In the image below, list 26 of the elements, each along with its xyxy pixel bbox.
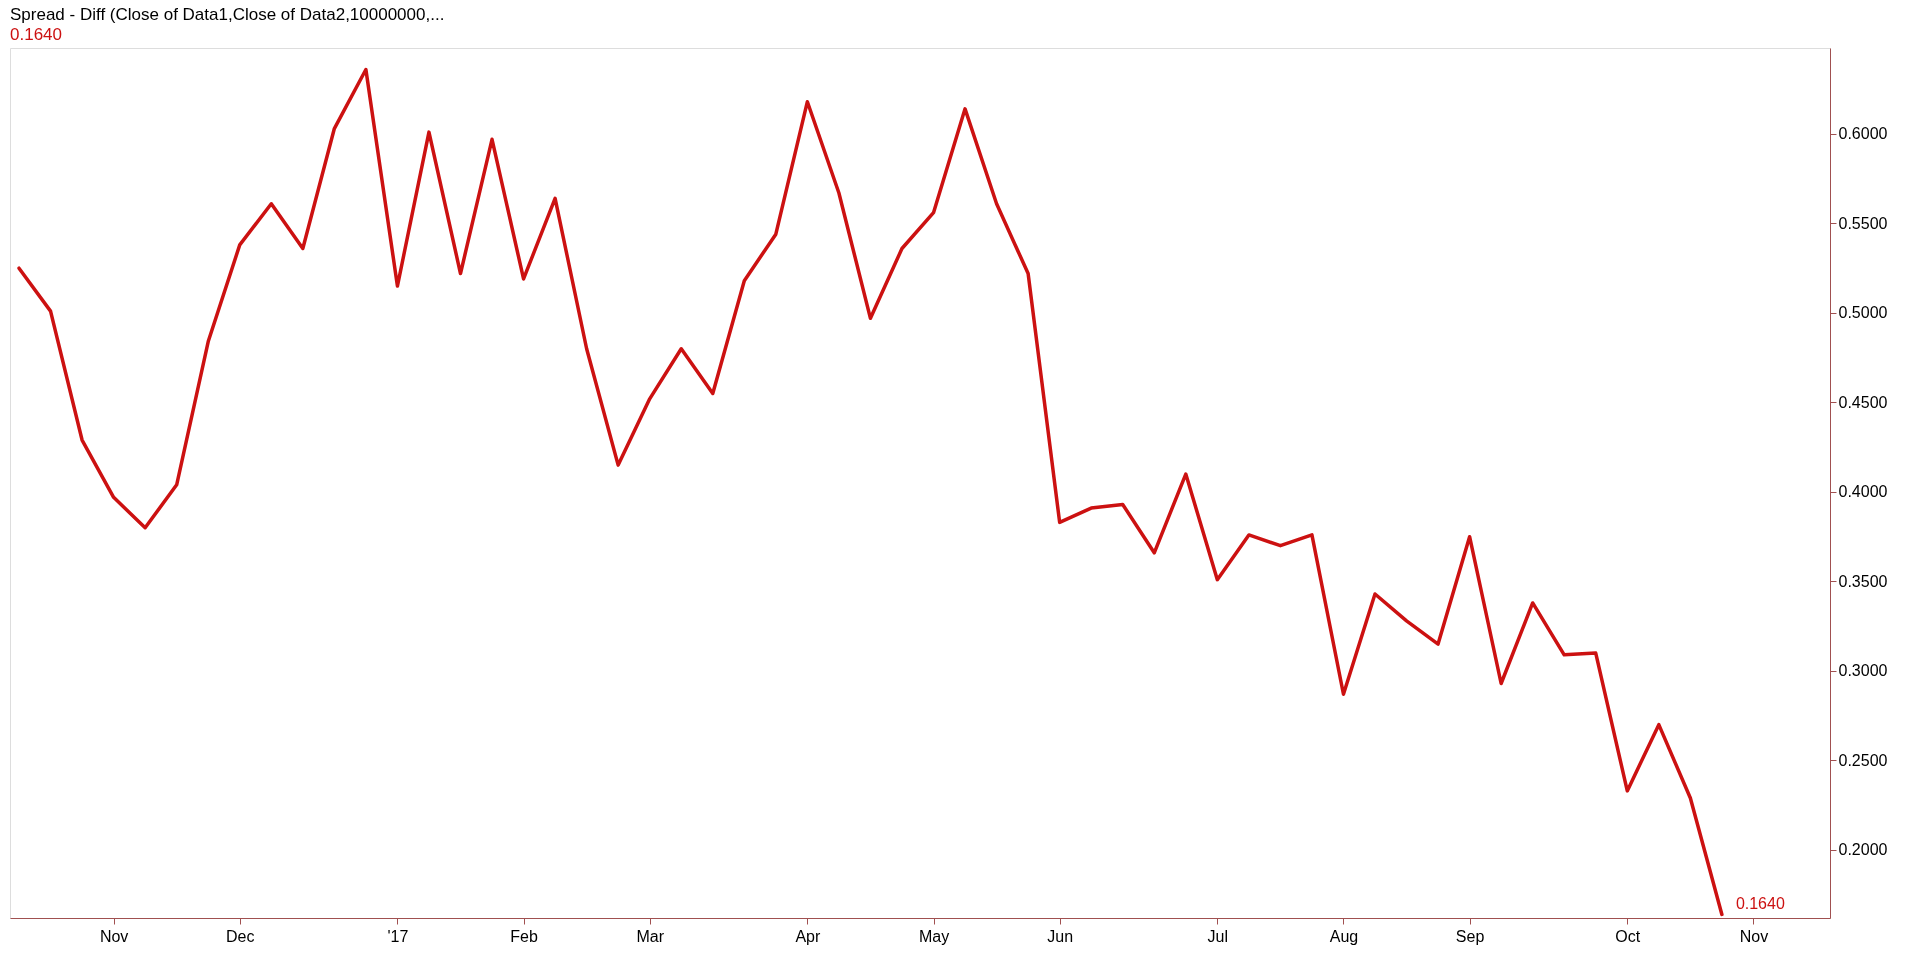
x-tick-label: Feb — [510, 927, 538, 945]
annotation: 0.1640 — [1735, 895, 1785, 913]
x-tick-label: Jul — [1207, 927, 1229, 945]
chart-subtitle: 0.1640 — [10, 25, 62, 44]
x-tick-label: May — [918, 927, 950, 945]
x-tick-label: Sep — [1455, 927, 1485, 945]
y-tick-label: 0.4000 — [1838, 483, 1888, 501]
x-tick-label: Jun — [1047, 927, 1074, 945]
x-tick-label: Aug — [1329, 927, 1359, 945]
chart-title: Spread - Diff (Close of Data1,Close of Data2,10000000,... — [10, 5, 445, 24]
y-tick-label: 0.3000 — [1838, 662, 1888, 680]
x-tick-label: Nov — [1739, 927, 1769, 945]
y-tick-label: 0.6000 — [1838, 125, 1888, 143]
x-tick-label: '17 — [387, 927, 409, 945]
y-tick-label: 0.3500 — [1838, 572, 1888, 590]
y-tick-label: 0.5500 — [1838, 214, 1888, 232]
y-tick-label: 0.5000 — [1838, 304, 1888, 322]
x-tick-label: Oct — [1615, 927, 1641, 945]
x-tick-label: Dec — [226, 927, 255, 945]
y-tick-label: 0.2000 — [1838, 841, 1888, 859]
line-series — [17, 67, 1724, 917]
x-tick-label: Mar — [636, 927, 665, 945]
y-tick-label: 0.2500 — [1838, 751, 1888, 769]
y-tick-label: 0.4500 — [1838, 393, 1888, 411]
x-tick-label: Apr — [795, 927, 821, 945]
x-tick-label: Nov — [99, 927, 129, 945]
